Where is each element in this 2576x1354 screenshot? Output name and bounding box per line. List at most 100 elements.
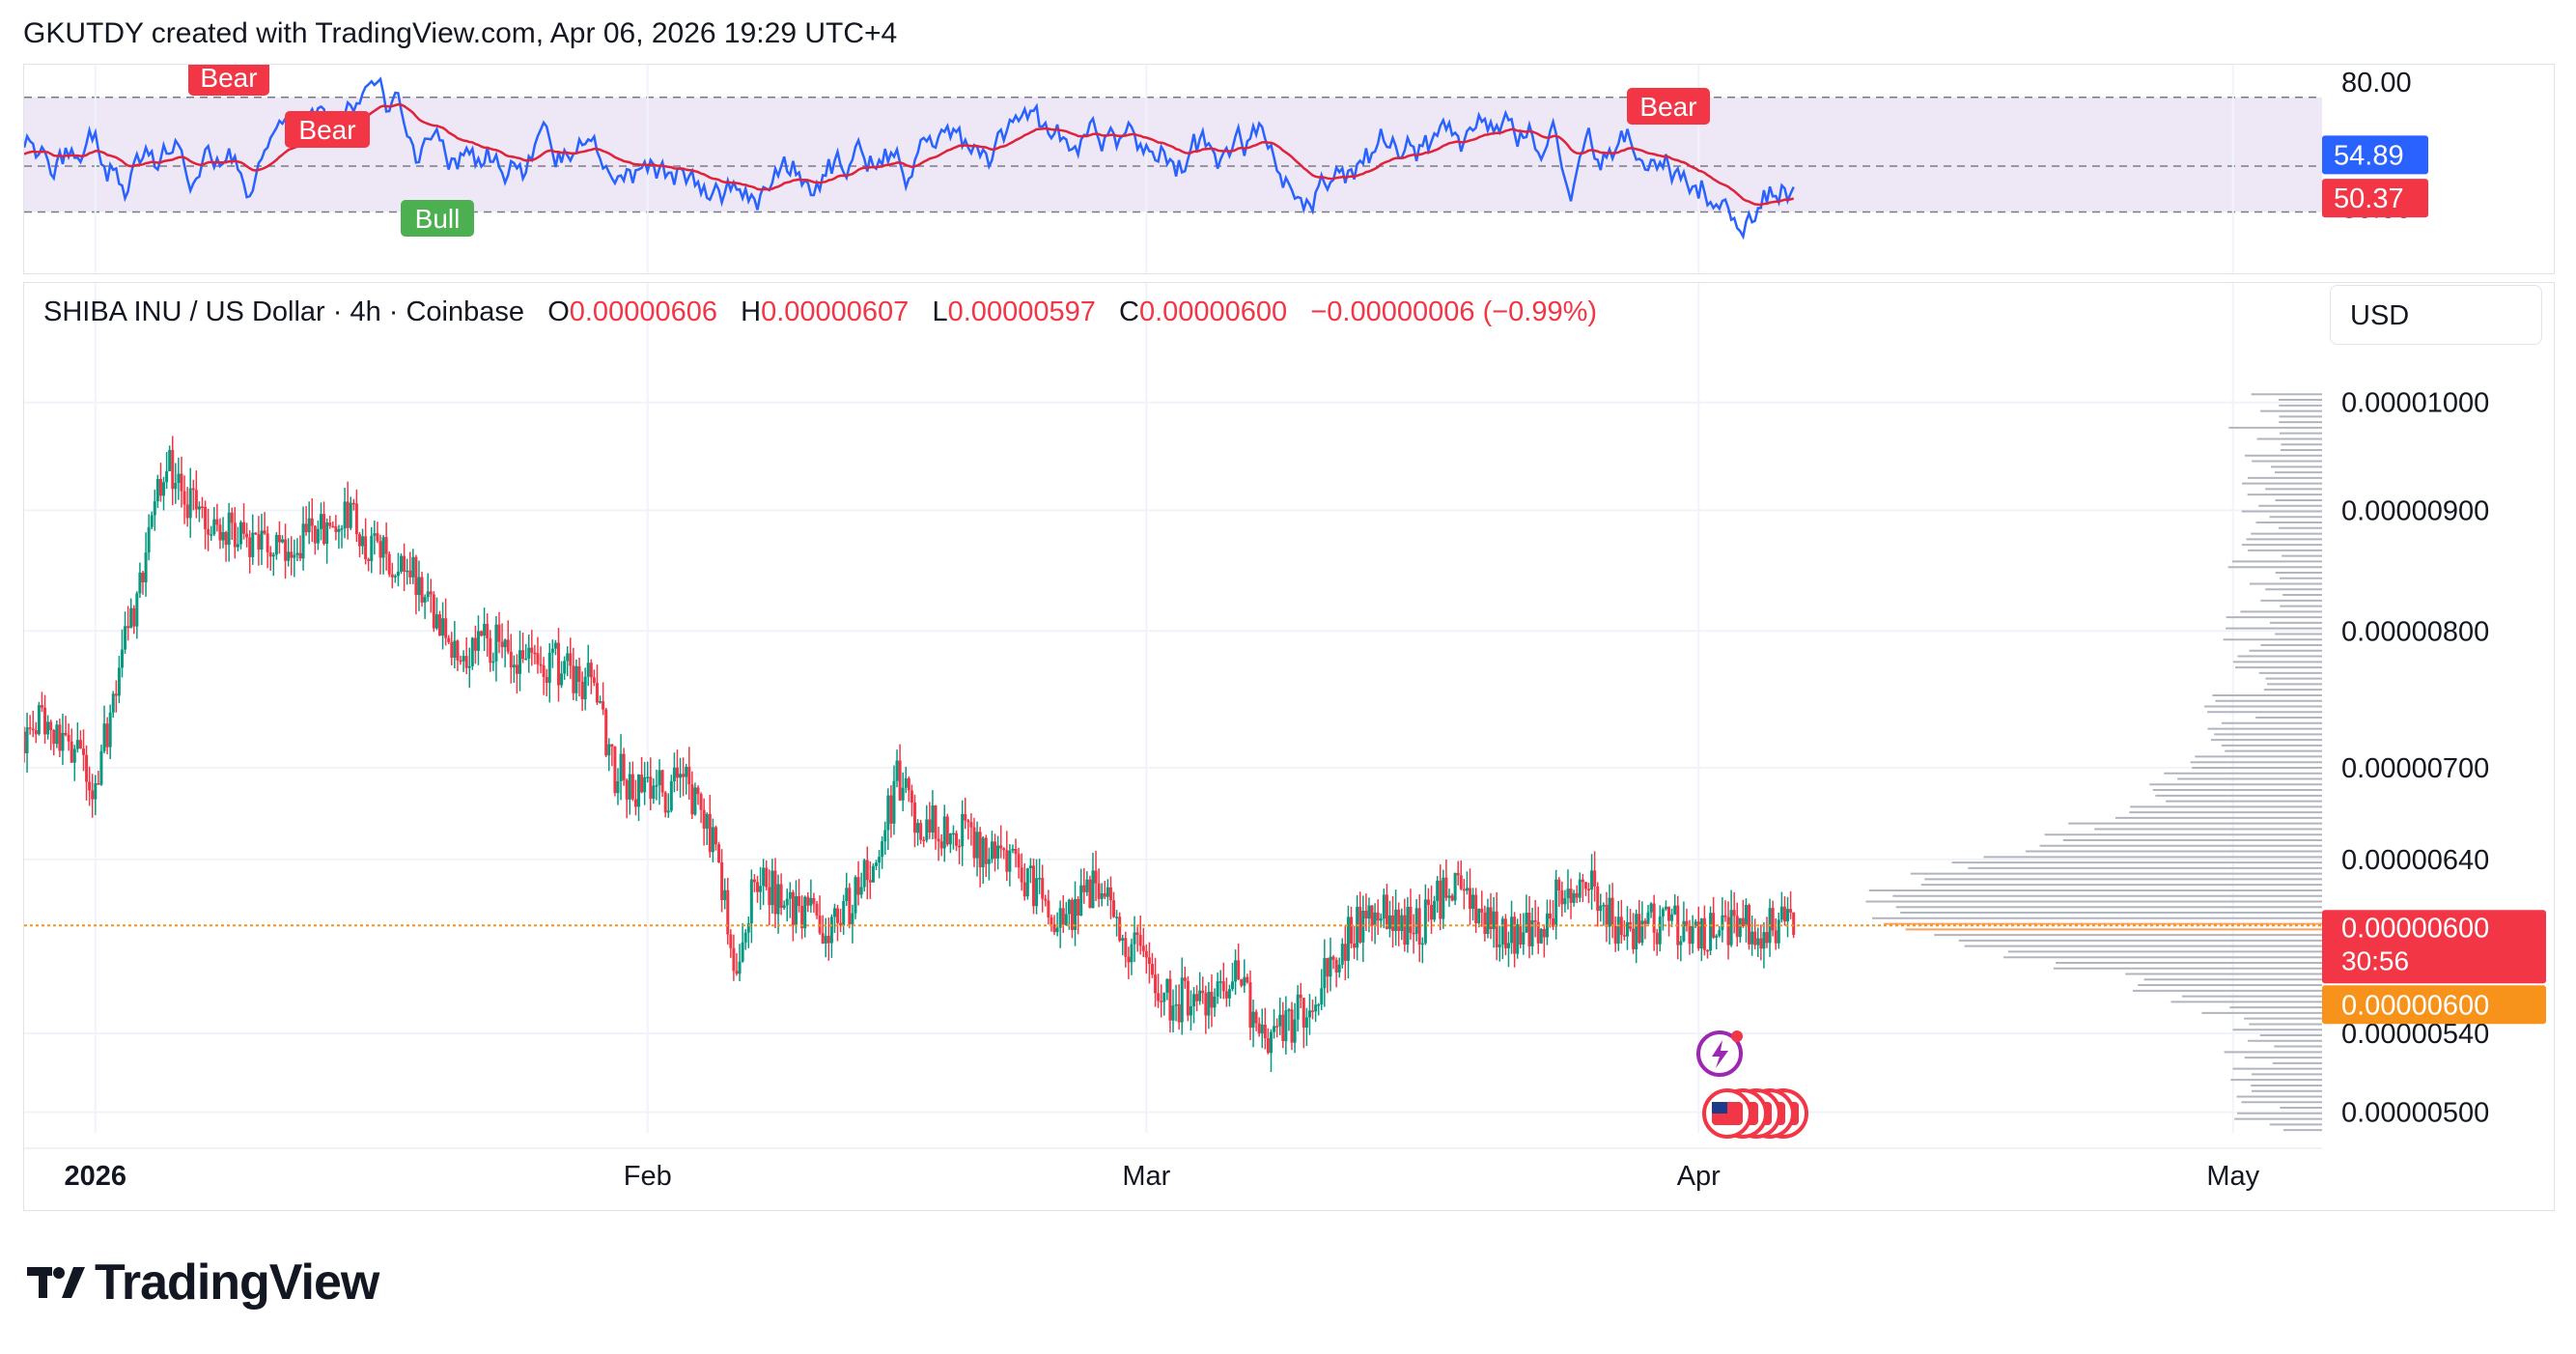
candle-body [506,639,510,652]
candle-body [1334,959,1338,973]
candle-body [215,519,219,525]
candle-body [1275,1026,1279,1028]
last-price-value: 0.00000600 [2341,913,2489,944]
candle-body [509,651,513,668]
candle-body [666,810,670,813]
candle-body [307,518,311,533]
rsi-value: 54.89 [2334,140,2404,171]
candle-body [851,913,854,925]
candle-body [1453,872,1457,901]
candle-body [1688,925,1692,945]
candle-body [972,827,976,859]
candle-body [49,721,53,731]
candle-body [1394,909,1398,931]
candle-body [839,922,843,926]
candle-body [1186,980,1190,1016]
candle-body [1361,911,1365,943]
candle-body [1569,889,1573,903]
candle-body [102,723,106,751]
candle-body [1162,992,1166,1002]
candle-body [1777,919,1780,944]
candle-body [1278,1014,1282,1027]
candle-body [1307,1010,1311,1018]
candle-body [883,830,887,842]
candle-body [61,732,65,751]
bear-signal-label [188,65,269,96]
candle-body [696,787,700,795]
chart-header-text: GKUTDY created with TradingView.com, Apr… [23,17,898,49]
candle-body [1044,898,1048,901]
candle-body [1299,994,1302,999]
candle-body [1608,897,1611,927]
candle-body [191,488,195,491]
candle-body [928,819,932,833]
currency-selector[interactable]: USD [2330,285,2542,345]
candle-body [197,506,201,510]
candle-body [658,770,661,785]
candle-body [437,614,441,636]
candle-body [1154,974,1158,994]
candle-body [1560,890,1564,905]
candle-body [881,841,884,858]
candle-body [762,867,766,887]
candle-body [233,522,237,548]
candle-body [599,701,602,703]
candle-body [660,770,664,793]
candle-body [165,470,169,483]
candle-body [393,576,397,578]
candle-body [1376,912,1380,921]
candle-body [1014,849,1018,855]
change-value: −0.00000006 (−0.99%) [1310,296,1598,327]
candle-body [188,488,192,519]
candle-body [1756,938,1760,945]
candle-body [791,891,795,925]
candle-body [868,880,872,883]
candle-body [1738,917,1742,938]
candle-body [1658,916,1662,945]
candle-body [1444,877,1448,898]
candle-body [227,512,231,546]
candle-body [1273,1026,1276,1032]
price-chart-panel[interactable]: 0.00001000 0.00000900 0.00000800 0.00000700… [23,282,2555,1211]
candle-body [1397,909,1401,931]
candle-body [174,483,178,490]
candle-body [251,532,255,557]
candle-body [569,653,573,666]
candle-body [845,888,849,902]
candle-body [912,802,916,833]
candle-body [842,901,846,926]
candle-body [1723,915,1727,917]
candle-body [1599,905,1603,912]
bear-signal-text: Bear [1639,92,1696,122]
candle-body [1358,906,1362,943]
candle-body [1302,998,1305,1028]
candle-body [824,936,827,944]
candle-body [746,923,750,933]
candle-body [1329,956,1332,977]
candle-body [1414,908,1418,934]
candle-body [124,626,127,650]
candle-body [1192,994,1196,1007]
symbol-label[interactable]: SHIBA INU / US Dollar · 4h · Coinbase [43,296,525,327]
candle-body [400,555,404,572]
candle-body [1586,889,1590,890]
candle-body [1774,930,1778,944]
candle-body [1157,993,1161,1001]
candle-body [141,572,145,582]
candle-body [628,774,631,800]
candle-body [942,816,946,849]
candle-body [1699,917,1703,949]
candle-body [434,614,438,629]
candle-body [685,766,688,777]
candle-body [94,783,98,800]
candle-body [994,841,997,859]
candle-body [958,845,962,848]
candle-body [162,482,166,496]
candle-body [904,777,908,788]
tradingview-logo[interactable]: TradingView [27,1255,379,1311]
candle-body [1005,850,1009,872]
candle-body [147,526,151,553]
candle-body [607,744,611,756]
candle-body [577,665,581,682]
